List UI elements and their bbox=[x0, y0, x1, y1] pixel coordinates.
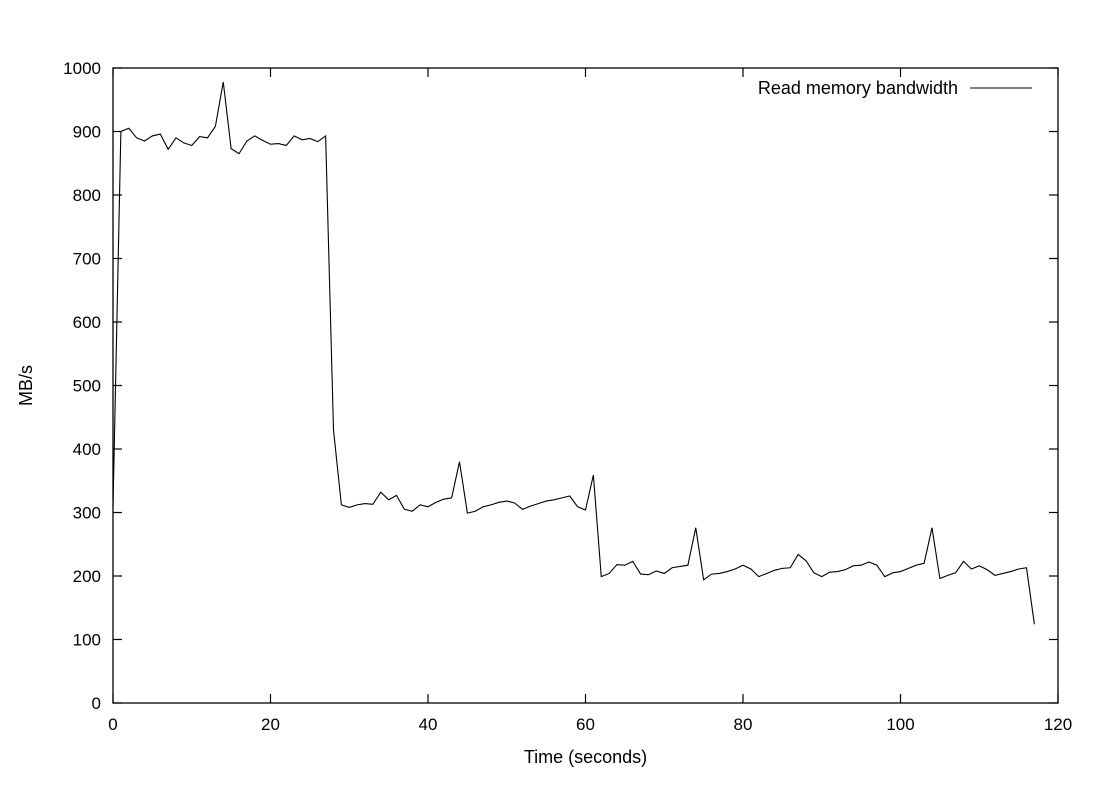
x-tick-label: 60 bbox=[576, 715, 595, 734]
x-axis-title: Time (seconds) bbox=[524, 747, 647, 767]
y-tick-label: 800 bbox=[73, 186, 101, 205]
y-tick-label: 100 bbox=[73, 631, 101, 650]
y-tick-label: 400 bbox=[73, 440, 101, 459]
x-tick-label: 100 bbox=[886, 715, 914, 734]
x-tick-label: 40 bbox=[419, 715, 438, 734]
y-tick-label: 700 bbox=[73, 250, 101, 269]
y-axis: 0 100 200 300 400 500 600 700 800 900 1000 bbox=[63, 59, 1058, 713]
y-tick-label: 300 bbox=[73, 504, 101, 523]
y-tick-label: 200 bbox=[73, 567, 101, 586]
y-tick-label: 500 bbox=[73, 377, 101, 396]
y-tick-label: 0 bbox=[92, 694, 101, 713]
plot-frame bbox=[112, 67, 1059, 704]
x-axis: 0 20 40 60 80 100 120 bbox=[108, 68, 1072, 734]
x-tick-label: 0 bbox=[108, 715, 117, 734]
y-tick-label: 900 bbox=[73, 123, 101, 142]
legend-label: Read memory bandwidth bbox=[758, 78, 958, 98]
x-tick-label: 20 bbox=[261, 715, 280, 734]
x-tick-label: 120 bbox=[1044, 715, 1072, 734]
legend: Read memory bandwidth bbox=[758, 78, 1032, 98]
y-tick-label: 600 bbox=[73, 313, 101, 332]
series-line-read-memory-bandwidth bbox=[112, 81, 1035, 625]
y-tick-label: 1000 bbox=[63, 59, 101, 78]
x-tick-label: 80 bbox=[734, 715, 753, 734]
y-axis-title: MB/s bbox=[16, 365, 36, 406]
